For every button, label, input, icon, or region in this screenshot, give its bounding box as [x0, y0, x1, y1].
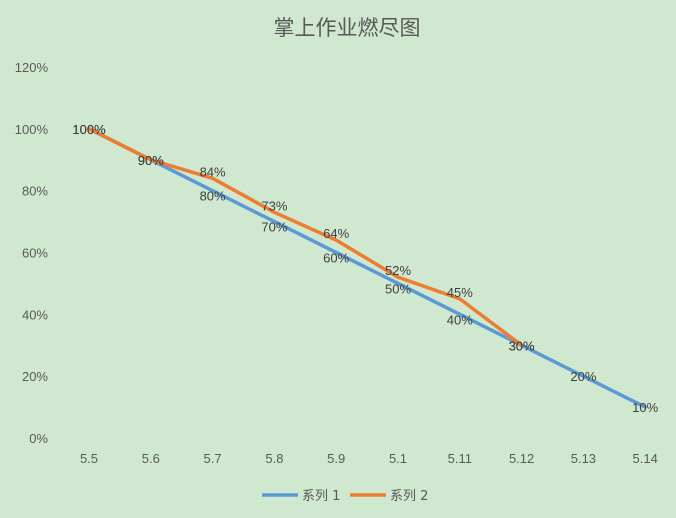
series-line-2	[87, 127, 524, 348]
data-label-s1: 90%	[138, 153, 164, 168]
x-tick-label: 5.14	[633, 451, 658, 466]
data-label-s2: 84%	[200, 164, 226, 179]
legend: 系列 1 系列 2	[262, 489, 428, 504]
x-tick-label: 5.9	[327, 451, 345, 466]
data-label-s2: 30%	[509, 338, 535, 353]
x-tick-label: 5.13	[571, 451, 596, 466]
data-label-s1: 20%	[570, 369, 596, 384]
y-tick-label: 40%	[22, 307, 48, 322]
x-axis-ticks: 5.5 5.6 5.7 5.8 5.9 5.1 5.11 5.12 5.13 5.14	[80, 451, 658, 466]
x-tick-label: 5.12	[509, 451, 534, 466]
x-tick-label: 5.6	[142, 451, 160, 466]
data-label-s2: 64%	[323, 226, 349, 241]
series-line-1	[87, 127, 647, 409]
data-label-s1: 100%	[72, 122, 106, 137]
legend-label: 系列 2	[390, 489, 428, 504]
legend-item-1: 系列 1	[262, 489, 340, 504]
y-tick-label: 0%	[29, 431, 48, 446]
data-label-s1: 70%	[261, 220, 287, 235]
x-tick-label: 5.1	[389, 451, 407, 466]
y-tick-label: 120%	[15, 60, 49, 75]
legend-item-2: 系列 2	[350, 489, 428, 504]
data-label-s1: 60%	[323, 251, 349, 266]
data-label-s1: 40%	[447, 312, 473, 327]
data-label-s2: 45%	[447, 285, 473, 300]
y-tick-label: 100%	[15, 122, 49, 137]
x-tick-label: 5.8	[265, 451, 283, 466]
chart-title: 掌上作业燃尽图	[274, 16, 421, 40]
x-tick-label: 5.7	[204, 451, 222, 466]
y-tick-label: 80%	[22, 184, 48, 199]
legend-label: 系列 1	[302, 489, 340, 504]
data-label-s2: 52%	[385, 263, 411, 278]
y-tick-label: 60%	[22, 246, 48, 261]
data-labels: 100%90%80%70%60%50%40%30%20%10%100%90%84…	[72, 122, 658, 415]
data-label-s1: 50%	[385, 281, 411, 296]
x-tick-label: 5.11	[448, 451, 472, 466]
x-tick-label: 5.5	[80, 451, 98, 466]
series-lines	[87, 127, 647, 409]
y-tick-label: 20%	[22, 369, 48, 384]
data-label-s1: 80%	[200, 189, 226, 204]
data-label-s1: 10%	[632, 400, 658, 415]
data-label-s2: 73%	[261, 198, 287, 213]
data-label-s2: 90%	[138, 153, 164, 168]
data-label-s2: 100%	[72, 122, 106, 137]
data-label-s1: 30%	[509, 338, 535, 353]
y-axis-ticks: 0% 20% 40% 60% 80% 100% 120%	[15, 60, 49, 446]
